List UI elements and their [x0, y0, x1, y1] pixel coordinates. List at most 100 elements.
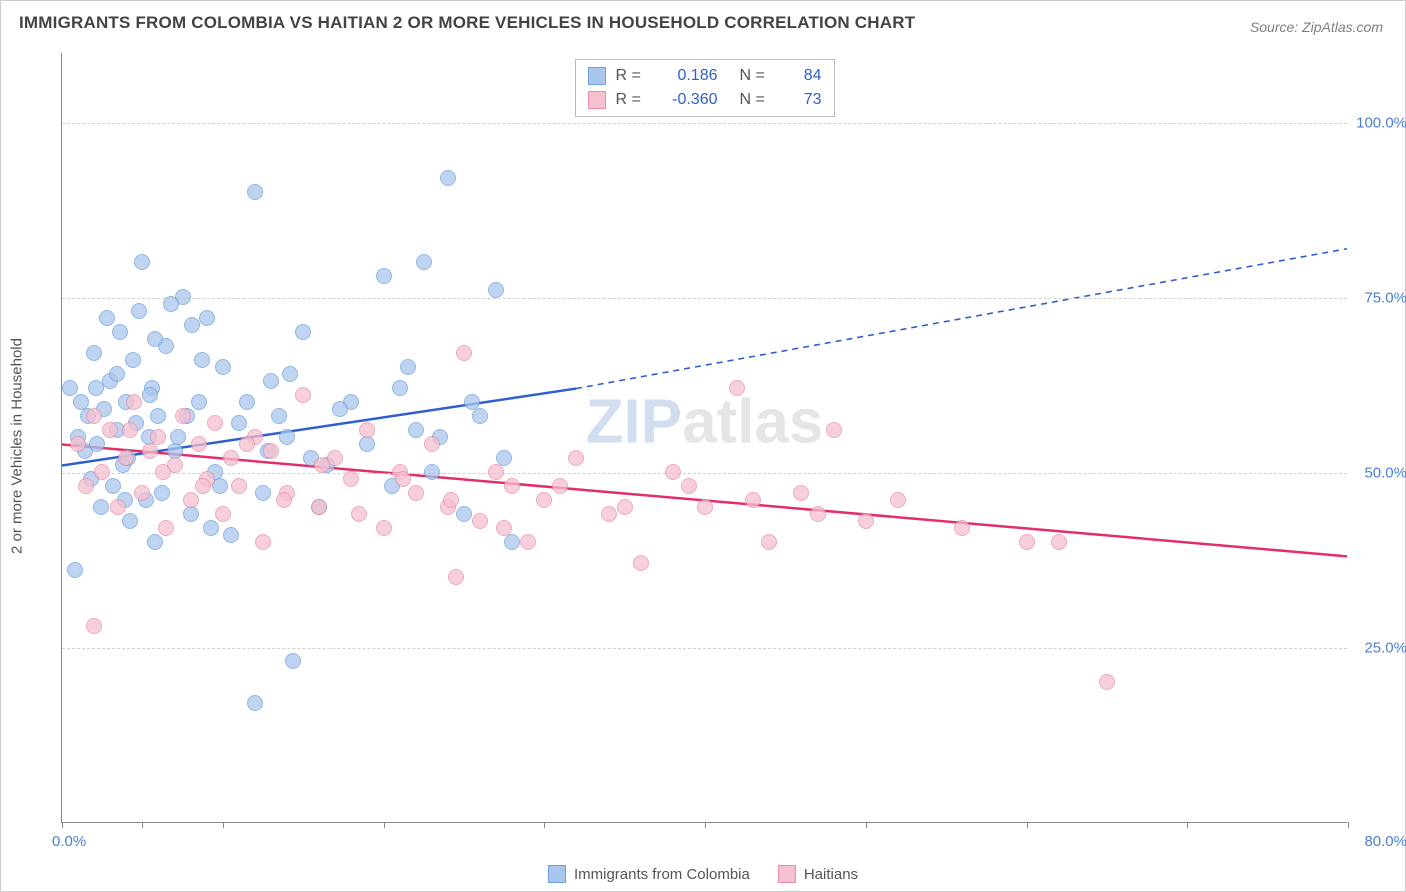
data-point: [633, 555, 649, 571]
data-point: [191, 436, 207, 452]
data-point: [86, 408, 102, 424]
legend-label: Haitians: [804, 866, 858, 883]
data-point: [223, 527, 239, 543]
correlation-legend: R =0.186N =84R =-0.360N =73: [575, 59, 835, 117]
data-point: [408, 485, 424, 501]
data-point: [351, 506, 367, 522]
data-point: [147, 331, 163, 347]
data-point: [1099, 674, 1115, 690]
data-point: [424, 464, 440, 480]
data-point: [183, 506, 199, 522]
data-point: [195, 478, 211, 494]
x-tick: [705, 822, 706, 828]
data-point: [134, 485, 150, 501]
data-point: [745, 492, 761, 508]
data-point: [276, 492, 292, 508]
data-point: [395, 471, 411, 487]
data-point: [110, 499, 126, 515]
data-point: [231, 478, 247, 494]
data-point: [88, 380, 104, 396]
data-point: [456, 506, 472, 522]
data-point: [472, 408, 488, 424]
y-tick-label: 25.0%: [1352, 640, 1406, 657]
data-point: [99, 310, 115, 326]
y-tick-label: 100.0%: [1352, 115, 1406, 132]
data-point: [184, 317, 200, 333]
data-point: [203, 520, 219, 536]
data-point: [223, 450, 239, 466]
data-point: [793, 485, 809, 501]
data-point: [125, 352, 141, 368]
data-point: [520, 534, 536, 550]
data-point: [392, 380, 408, 396]
data-point: [536, 492, 552, 508]
data-point: [255, 485, 271, 501]
x-tick: [142, 822, 143, 828]
data-point: [109, 366, 125, 382]
data-point: [314, 457, 330, 473]
data-point: [408, 422, 424, 438]
data-point: [191, 394, 207, 410]
legend-label: Immigrants from Colombia: [574, 866, 750, 883]
data-point: [617, 499, 633, 515]
data-point: [105, 478, 121, 494]
data-point: [183, 492, 199, 508]
data-point: [247, 184, 263, 200]
data-point: [89, 436, 105, 452]
data-point: [282, 366, 298, 382]
chart-title: IMMIGRANTS FROM COLOMBIA VS HAITIAN 2 OR…: [19, 13, 915, 33]
source-label: Source:: [1250, 19, 1298, 35]
data-point: [761, 534, 777, 550]
data-point: [263, 443, 279, 459]
data-point: [93, 499, 109, 515]
correlation-legend-row: R =-0.360N =73: [588, 88, 822, 112]
data-point: [400, 359, 416, 375]
watermark-zip: ZIP: [586, 388, 682, 457]
data-point: [134, 254, 150, 270]
legend-swatch: [588, 91, 606, 109]
y-tick-label: 50.0%: [1352, 465, 1406, 482]
data-point: [472, 513, 488, 529]
x-tick: [544, 822, 545, 828]
data-point: [496, 520, 512, 536]
n-label: N =: [740, 91, 772, 109]
data-point: [810, 506, 826, 522]
legend-swatch: [588, 67, 606, 85]
x-tick: [223, 822, 224, 828]
data-point: [416, 254, 432, 270]
data-point: [207, 415, 223, 431]
data-point: [150, 408, 166, 424]
data-point: [215, 506, 231, 522]
data-point: [70, 436, 86, 452]
source-attribution: Source: ZipAtlas.com: [1250, 19, 1383, 35]
data-point: [175, 408, 191, 424]
chart-container: IMMIGRANTS FROM COLOMBIA VS HAITIAN 2 OR…: [0, 0, 1406, 892]
data-point: [359, 436, 375, 452]
data-point: [343, 471, 359, 487]
data-point: [131, 303, 147, 319]
r-value: 0.186: [658, 67, 718, 85]
data-point: [359, 422, 375, 438]
data-point: [665, 464, 681, 480]
data-point: [122, 513, 138, 529]
data-point: [126, 394, 142, 410]
data-point: [122, 422, 138, 438]
data-point: [552, 478, 568, 494]
plot-area: ZIPatlas R =0.186N =84R =-0.360N =73 0.0…: [61, 53, 1347, 823]
legend-swatch: [548, 865, 566, 883]
data-point: [215, 359, 231, 375]
x-tick: [1027, 822, 1028, 828]
r-label: R =: [616, 67, 648, 85]
data-point: [147, 534, 163, 550]
data-point: [729, 380, 745, 396]
data-point: [1051, 534, 1067, 550]
x-tick: [384, 822, 385, 828]
data-point: [601, 506, 617, 522]
data-point: [271, 408, 287, 424]
data-point: [194, 352, 210, 368]
x-tick: [62, 822, 63, 828]
data-point: [247, 695, 263, 711]
x-max-label: 80.0%: [1364, 833, 1406, 850]
gridline: [62, 298, 1347, 299]
data-point: [118, 450, 134, 466]
